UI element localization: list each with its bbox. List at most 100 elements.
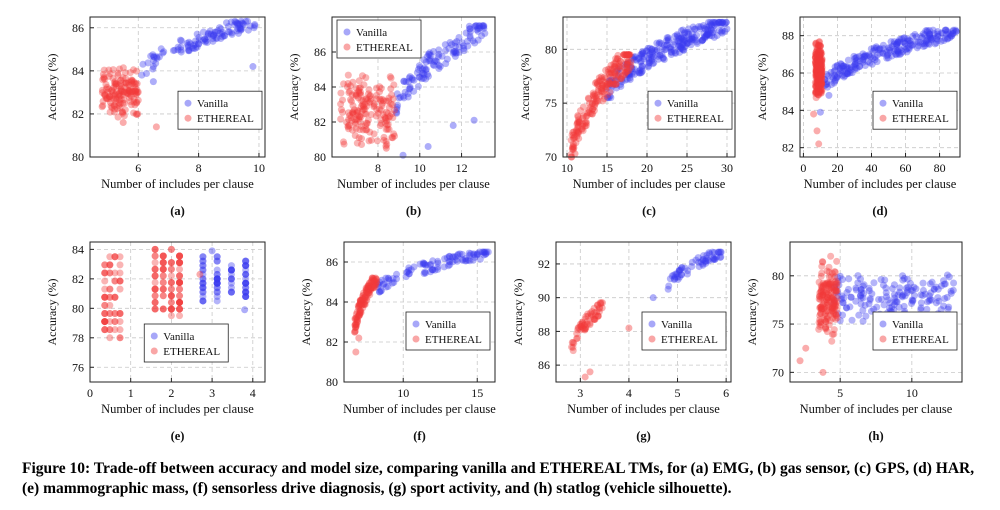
point-vanilla	[185, 46, 193, 54]
point-ethereal	[589, 105, 597, 113]
point-ethereal	[365, 98, 373, 106]
point-vanilla	[214, 27, 222, 35]
point-ethereal	[382, 97, 390, 105]
point-ethereal	[367, 95, 375, 103]
y-tick-label: 80	[545, 42, 557, 56]
panel-label: (d)	[872, 204, 887, 218]
point-ethereal	[121, 99, 129, 107]
point-vanilla	[466, 32, 474, 40]
point-vanilla	[635, 69, 643, 77]
point-ethereal	[116, 96, 124, 104]
point-vanilla	[476, 22, 484, 30]
point-vanilla	[435, 65, 443, 73]
point-vanilla	[636, 66, 644, 74]
point-ethereal	[593, 78, 601, 86]
point-ethereal	[128, 76, 136, 84]
point-ethereal	[176, 292, 184, 300]
point-ethereal	[389, 114, 397, 122]
point-vanilla	[482, 250, 490, 258]
point-vanilla	[455, 48, 463, 56]
point-vanilla	[407, 266, 415, 274]
panel-label: (h)	[868, 429, 883, 443]
point-vanilla	[213, 275, 221, 283]
point-vanilla	[395, 94, 403, 102]
point-ethereal	[119, 64, 127, 72]
point-ethereal	[611, 64, 619, 72]
point-vanilla	[392, 108, 400, 116]
point-ethereal	[129, 66, 137, 74]
point-vanilla	[210, 31, 218, 39]
point-ethereal	[582, 113, 590, 121]
point-vanilla	[634, 55, 642, 63]
point-vanilla	[419, 69, 427, 77]
point-vanilla	[250, 24, 258, 32]
point-ethereal	[815, 319, 823, 327]
x-tick-label: 25	[681, 161, 693, 175]
point-ethereal	[121, 88, 129, 96]
point-ethereal	[601, 83, 609, 91]
point-vanilla	[618, 75, 626, 83]
point-vanilla	[624, 59, 632, 67]
point-vanilla	[646, 59, 654, 67]
legend-label-ethereal: ETHEREAL	[661, 334, 718, 346]
point-ethereal	[124, 86, 132, 94]
point-vanilla	[638, 62, 646, 70]
point-vanilla	[681, 42, 689, 50]
point-vanilla	[449, 122, 457, 129]
point-ethereal	[376, 95, 384, 103]
point-ethereal	[590, 92, 598, 100]
point-vanilla	[420, 71, 428, 79]
point-ethereal	[108, 86, 116, 94]
x-tick-label: 10	[906, 386, 918, 400]
point-ethereal	[131, 87, 139, 95]
point-vanilla	[645, 57, 653, 65]
y-axis-label: Accuracy (%)	[45, 279, 59, 346]
point-ethereal	[349, 108, 357, 116]
point-ethereal	[105, 95, 113, 103]
point-vanilla	[419, 65, 427, 73]
point-ethereal	[578, 125, 586, 133]
point-vanilla	[893, 40, 901, 48]
point-vanilla	[455, 43, 463, 51]
point-ethereal	[114, 113, 122, 121]
point-vanilla	[227, 275, 235, 283]
point-ethereal	[167, 312, 175, 320]
point-ethereal	[383, 140, 391, 148]
point-vanilla	[896, 50, 904, 58]
y-axis-label: Accuracy (%)	[745, 279, 759, 346]
point-ethereal	[167, 272, 175, 280]
point-ethereal	[580, 112, 588, 120]
point-vanilla	[480, 22, 488, 30]
point-ethereal	[386, 112, 394, 120]
point-vanilla	[607, 94, 615, 102]
point-ethereal	[134, 88, 142, 96]
point-ethereal	[352, 348, 360, 356]
point-ethereal	[612, 80, 620, 88]
point-vanilla	[213, 257, 221, 265]
x-tick-label: 4	[626, 386, 632, 400]
point-vanilla	[631, 53, 639, 61]
point-ethereal	[122, 74, 130, 82]
point-ethereal	[111, 269, 119, 277]
point-ethereal	[573, 132, 581, 140]
point-vanilla	[925, 27, 933, 35]
point-ethereal	[111, 293, 119, 301]
point-ethereal	[167, 305, 175, 313]
point-vanilla	[379, 280, 387, 288]
point-vanilla	[408, 74, 416, 82]
point-vanilla	[886, 44, 894, 52]
point-ethereal	[126, 91, 134, 99]
point-vanilla	[415, 73, 423, 81]
point-ethereal	[353, 109, 361, 117]
legend-marker-ethereal	[879, 335, 887, 343]
point-vanilla	[697, 23, 705, 31]
point-vanilla	[209, 37, 217, 45]
point-vanilla	[438, 52, 446, 60]
point-vanilla	[466, 34, 474, 42]
point-vanilla	[177, 37, 185, 45]
point-ethereal	[159, 259, 167, 267]
point-ethereal	[388, 110, 396, 118]
point-vanilla	[210, 31, 218, 39]
point-ethereal	[345, 121, 353, 129]
point-vanilla	[623, 60, 631, 68]
